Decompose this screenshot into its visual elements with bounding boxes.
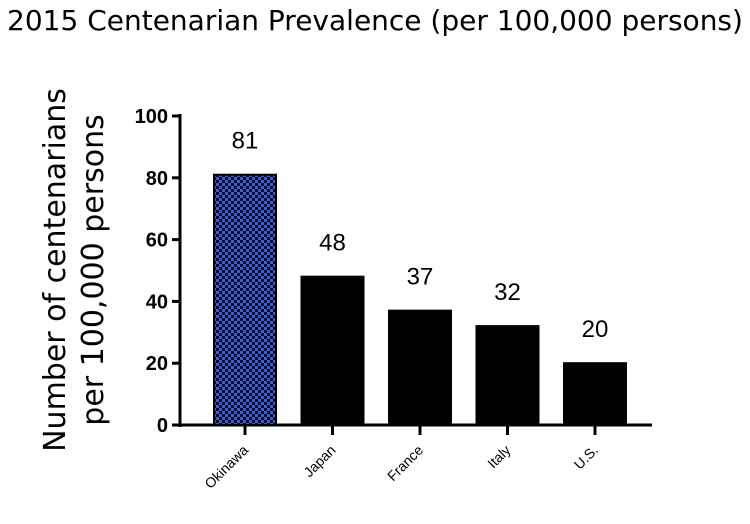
chart-title: 2015 Centenarian Prevalence (per 100,000… [7,4,743,37]
y-axis-title: Number of centenarians per 100,000 person… [38,88,111,452]
y-tick-label: 100 [135,106,168,128]
y-tick-label: 20 [146,353,168,375]
data-label: 20 [582,316,609,343]
x-tick-label: Italy [484,442,513,471]
data-label: 48 [319,230,346,257]
data-label: 81 [232,128,259,155]
bar-italy [475,325,540,426]
y-axis-title-line: Number of centenarians [38,88,73,452]
y-tick-label: 0 [157,415,168,437]
y-axis-title-line: per 100,000 persons [76,114,111,425]
bar-france [388,309,452,427]
y-tick-label: 40 [146,291,168,313]
x-tick-label: U.S. [571,442,602,473]
y-tick-label: 60 [146,230,168,252]
data-label: 37 [407,264,434,291]
bar-okinawa [213,173,277,426]
data-label: 32 [494,279,521,306]
x-tick-label: France [384,442,426,484]
bar-japan [300,275,365,426]
bar-u-s [563,362,627,427]
x-tick-label: Okinawa [201,442,251,492]
x-tick-label: Japan [300,442,338,480]
y-tick-label: 80 [146,168,168,190]
